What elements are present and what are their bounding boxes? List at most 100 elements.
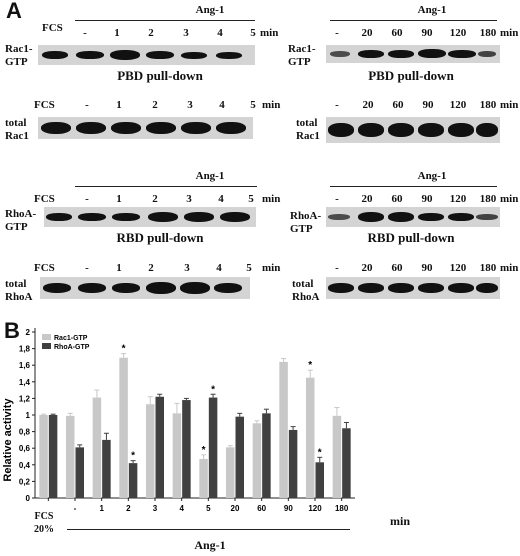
pulldown-caption: RBD pull-down — [367, 230, 455, 245]
lane-label: 5 — [246, 262, 252, 274]
lane-row: - 1 2 3 4 5 — [80, 99, 256, 113]
western-blot — [326, 117, 500, 143]
rac1-gtp-bar — [199, 458, 208, 498]
rhoa-gtp-bar — [102, 439, 111, 498]
significance-marker: * — [131, 451, 135, 462]
lane-label: 3 — [187, 99, 193, 111]
stimulus-label: Ang-1 — [195, 4, 225, 16]
fcs-label: FCS — [34, 99, 55, 111]
x-axis-unit-label: min — [390, 514, 411, 528]
y-tick-label: 1,4 — [19, 378, 31, 387]
panel-b-letter: B — [4, 318, 20, 343]
lane-label: 3 — [183, 27, 189, 39]
lane-label: - — [83, 27, 87, 39]
lane-label: 2 — [152, 99, 158, 111]
rac1-gtp-bar — [119, 357, 128, 498]
blot-label-line2: RhoA — [292, 291, 320, 303]
blot-label-line1: total — [292, 278, 314, 290]
lane-label: 20 — [361, 27, 373, 39]
x-tick-label: 90 — [284, 504, 293, 513]
rhoa-gtp-bar — [315, 462, 324, 498]
lane-label: - — [85, 262, 89, 274]
blot-label-line2: GTP — [5, 56, 28, 68]
fcs-label: FCS — [42, 22, 63, 34]
rhoa-gtp-bar — [288, 429, 298, 498]
y-tick-label: 1,2 — [19, 394, 31, 403]
lane-row: - 20 60 90 120 180 — [322, 27, 502, 41]
blot-label-line1: Rac1- — [288, 43, 316, 55]
blot-label-line2: Rac1 — [5, 130, 29, 142]
fcs-percent-label: 20% — [34, 524, 54, 535]
lane-label: 90 — [421, 262, 433, 274]
blot-label-line2: GTP — [5, 221, 28, 233]
stimulus-rule — [75, 186, 257, 187]
x-tick-label: 2 — [126, 504, 131, 513]
lane-label: - — [85, 193, 89, 205]
rhoa-gtp-bar — [235, 416, 244, 498]
blot-label-line2: GTP — [288, 56, 311, 68]
pulldown-caption: PBD pull-down — [117, 68, 203, 83]
legend-label: Rac1-GTP — [54, 335, 88, 342]
y-tick-label: 0,4 — [19, 461, 31, 470]
legend-label: RhoA-GTP — [54, 344, 90, 351]
lane-label: 20 — [361, 193, 373, 205]
fcs-label: FCS — [34, 511, 54, 522]
lane-label: 60 — [392, 99, 404, 111]
lane-label: 1 — [114, 27, 120, 39]
x-tick-label: 5 — [206, 504, 211, 513]
lane-row: - 1 2 3 4 5 — [80, 27, 256, 41]
rac1-gtp-bar — [279, 361, 288, 498]
rac1-gtp-bar — [146, 404, 155, 498]
significance-marker: * — [202, 445, 206, 456]
rac1-gtp-bar — [306, 377, 315, 498]
fcs-label: FCS — [34, 193, 55, 205]
lane-label: 20 — [361, 262, 373, 274]
lane-label: 2 — [152, 193, 158, 205]
lane-label: 5 — [250, 99, 256, 111]
lane-label: 2 — [148, 27, 154, 39]
blot-label-line1: Rac1- — [5, 43, 33, 55]
x-tick-label: 20 — [231, 504, 240, 513]
x-tick-label: 3 — [153, 504, 158, 513]
lane-label: 180 — [479, 27, 497, 39]
lane-label: 180 — [479, 193, 497, 205]
stimulus-rule — [330, 20, 497, 21]
lane-row: - 20 60 90 120 180 — [322, 193, 502, 207]
lane-label: 3 — [186, 193, 192, 205]
legend-swatch — [42, 343, 51, 349]
panel-a-letter: A — [6, 0, 22, 23]
y-tick-label: 0,2 — [19, 477, 31, 486]
stimulus-label: Ang-1 — [194, 538, 226, 552]
unit-label: min — [260, 27, 279, 39]
blot-label-line2: RhoA — [5, 291, 33, 303]
lane-label: 5 — [248, 193, 254, 205]
y-tick-label: 1 — [26, 411, 31, 420]
lane-label: - — [335, 99, 339, 111]
unit-label: min — [500, 262, 519, 274]
stimulus-label: Ang-1 — [417, 170, 447, 182]
y-tick-label: 1,6 — [19, 361, 31, 370]
significance-marker: * — [308, 360, 312, 371]
blot-label-line1: RhoA- — [290, 210, 322, 222]
fcs-label: FCS — [34, 262, 55, 274]
lane-label: 90 — [421, 193, 433, 205]
pulldown-caption: RBD pull-down — [116, 230, 204, 245]
blot-label-line1: total — [5, 278, 27, 290]
rhoa-gtp-bar — [262, 413, 271, 498]
rhoa-gtp-bar — [75, 447, 84, 498]
y-axis-label: Relative activity — [2, 398, 14, 482]
rhoa-gtp-bar — [155, 396, 164, 498]
blot-label-line2: Rac1 — [296, 130, 320, 142]
x-tick-label: 120 — [308, 504, 322, 513]
x-tick-label: - — [74, 504, 77, 513]
western-blot — [44, 207, 256, 227]
lane-label: 2 — [148, 262, 154, 274]
pulldown-caption: PBD pull-down — [368, 68, 454, 83]
rhoa-gtp-bar — [342, 428, 351, 498]
lane-label: - — [335, 262, 339, 274]
significance-marker: * — [211, 384, 215, 395]
unit-label: min — [500, 27, 519, 39]
lane-row: - 1 2 3 4 5 — [80, 262, 254, 276]
stimulus-rule — [330, 186, 497, 187]
rac1-gtp-bar — [66, 415, 75, 498]
